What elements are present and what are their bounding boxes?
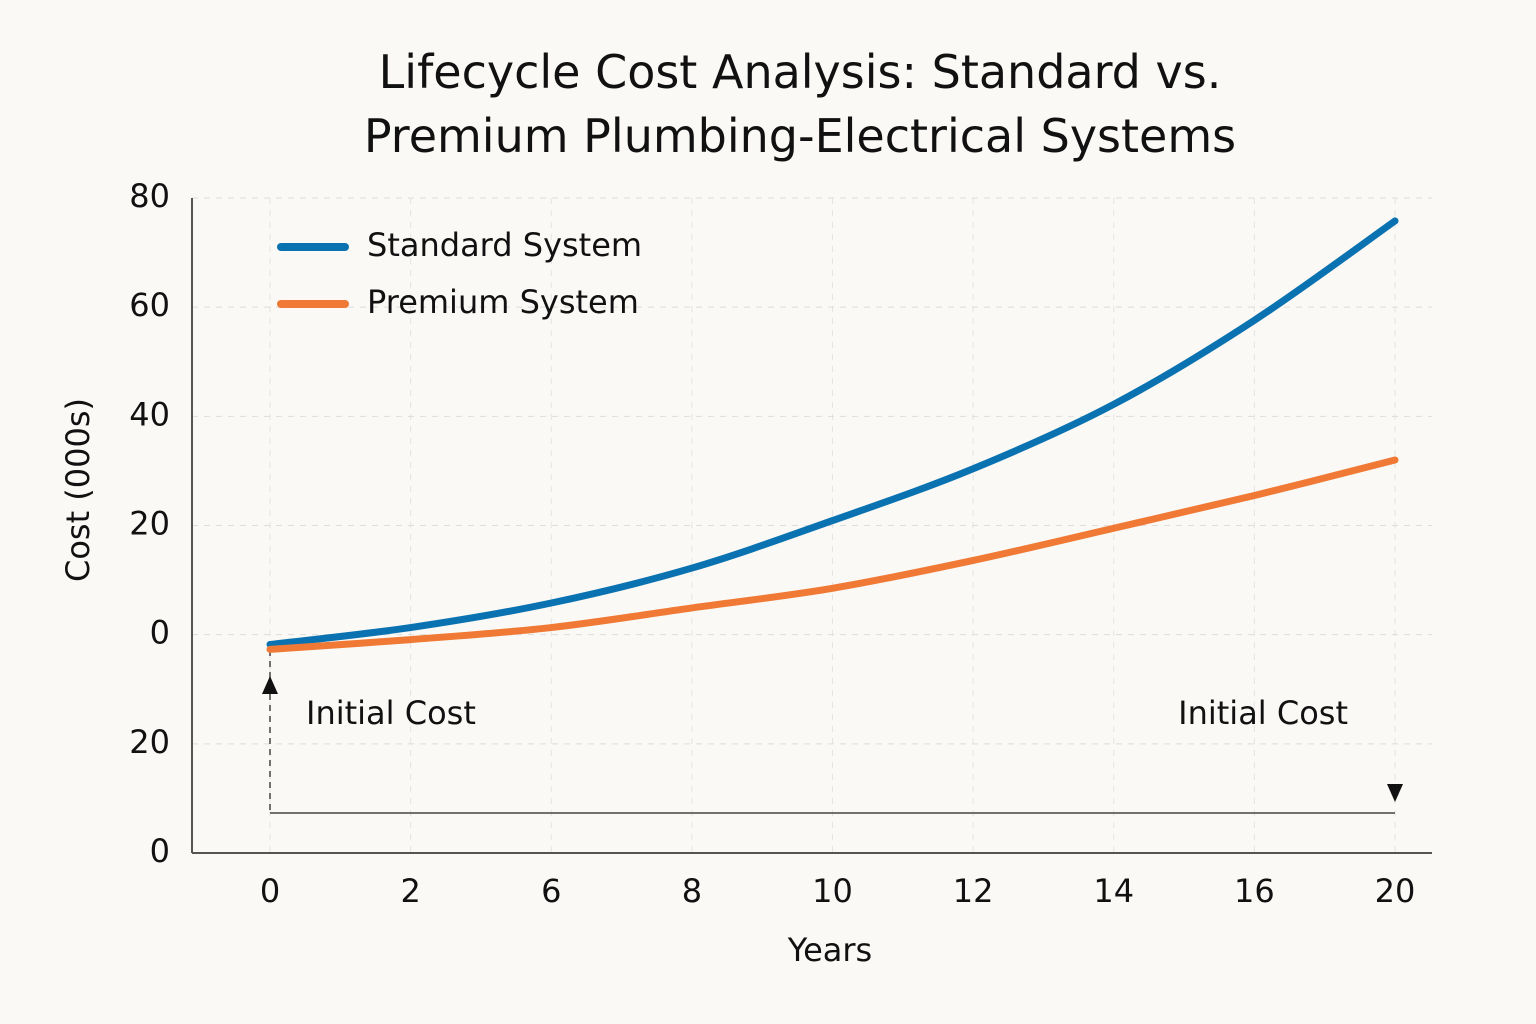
x-axis-label: Years bbox=[787, 931, 872, 969]
y-tick-label: 20 bbox=[129, 505, 170, 543]
annotation: Initial Cost bbox=[1178, 694, 1348, 732]
x-tick-label: 8 bbox=[682, 872, 702, 910]
x-tick-label: 10 bbox=[812, 872, 853, 910]
y-tick-label: 40 bbox=[129, 395, 170, 433]
y-tick-label: 80 bbox=[129, 177, 170, 215]
y-tick-label: 0 bbox=[150, 614, 170, 652]
x-tick-label: 12 bbox=[953, 872, 994, 910]
series-line bbox=[266, 456, 1399, 653]
annotation-arrow bbox=[1387, 784, 1403, 802]
x-tick-label: 2 bbox=[400, 872, 420, 910]
legend-label: Premium System bbox=[367, 283, 639, 321]
annotation-arrow bbox=[262, 676, 278, 694]
x-tick-label: 16 bbox=[1234, 872, 1275, 910]
y-axis-label: Cost (000s) bbox=[59, 398, 97, 582]
series-line bbox=[266, 217, 1399, 648]
y-tick-label: 20 bbox=[129, 723, 170, 761]
annotation: Initial Cost bbox=[306, 694, 476, 732]
y-tick-label: 0 bbox=[150, 832, 170, 870]
x-tick-label: 0 bbox=[260, 872, 280, 910]
x-tick-label: 6 bbox=[541, 872, 561, 910]
x-tick-label: 14 bbox=[1093, 872, 1134, 910]
x-tick-label: 20 bbox=[1375, 872, 1416, 910]
legend-label: Standard System bbox=[367, 226, 642, 264]
chart-title: Lifecycle Cost Analysis: Standard vs. Pr… bbox=[363, 45, 1237, 163]
y-tick-label: 60 bbox=[129, 286, 170, 324]
